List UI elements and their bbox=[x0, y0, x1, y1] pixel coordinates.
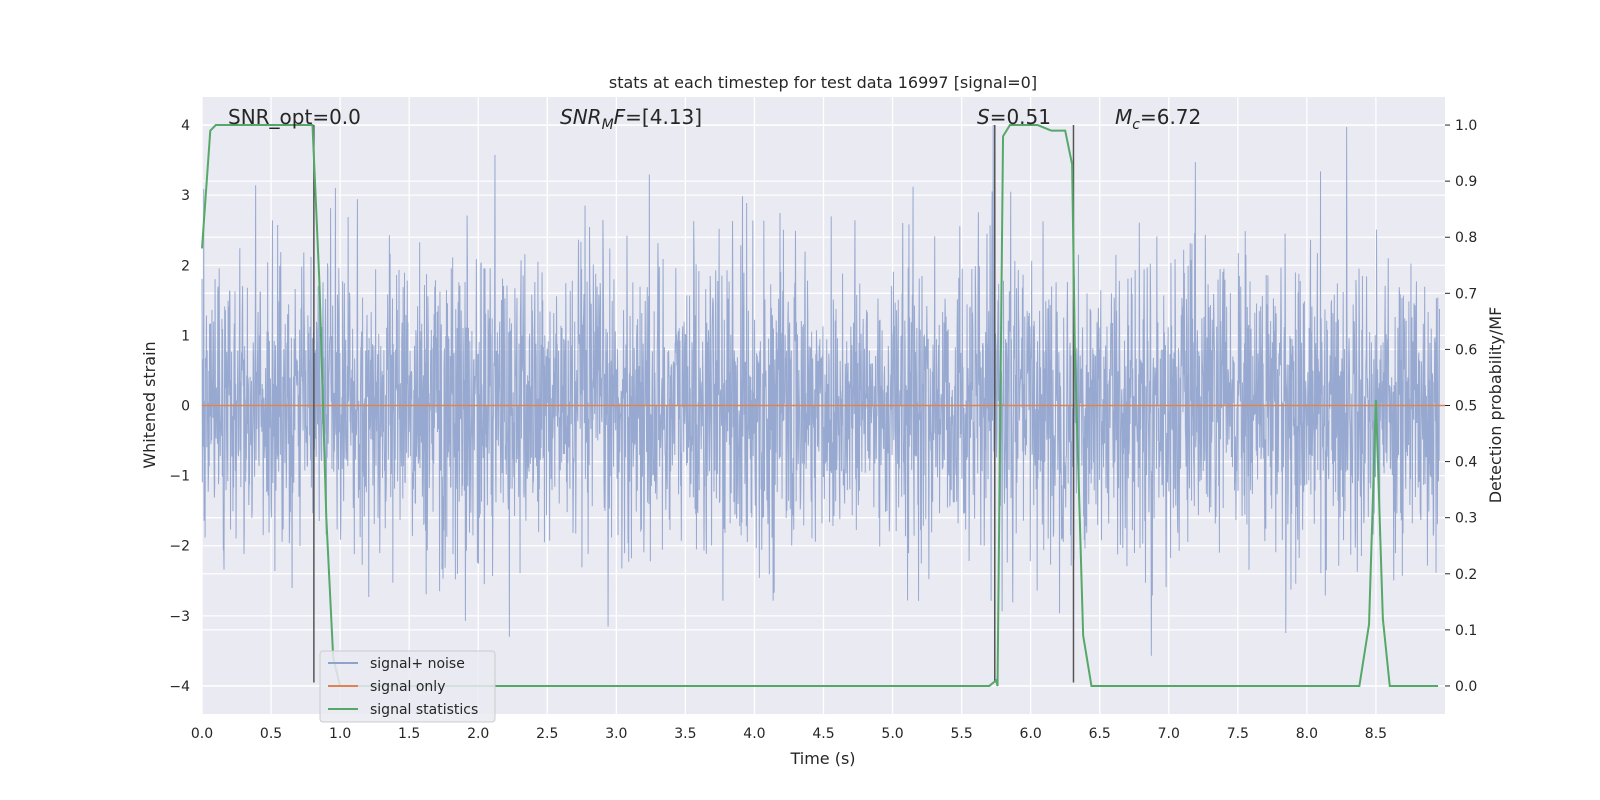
y-right-tick-label: 0.7 bbox=[1455, 286, 1477, 302]
legend-box bbox=[319, 650, 496, 723]
x-tick-label: 2.5 bbox=[536, 726, 558, 742]
legend-label-signal-only: signal only bbox=[370, 679, 445, 695]
legend-label-statistics: signal statistics bbox=[370, 702, 478, 718]
y-left-tick-label: −1 bbox=[169, 469, 190, 485]
x-tick-labels: 0.0 0.5 1.0 1.5 2.0 2.5 3.0 3.5 4.0 4.5 5.0 5.5 6.0 6… bbox=[191, 726, 1387, 742]
legend-label-noise: signal+ noise bbox=[370, 656, 465, 672]
x-tick-label: 1.0 bbox=[329, 726, 351, 742]
y-left-tick-label: 4 bbox=[181, 118, 190, 134]
y-left-tick-label: 3 bbox=[181, 188, 190, 204]
y-right-tick-label: 0.9 bbox=[1455, 174, 1477, 190]
y-right-tick-label: 0.2 bbox=[1455, 567, 1477, 583]
x-tick-label: 8.0 bbox=[1296, 726, 1318, 742]
x-tick-label: 5.0 bbox=[881, 726, 903, 742]
series-signal-statistics bbox=[201, 124, 1439, 687]
legend: signal+ noise signal only signal statist… bbox=[319, 650, 496, 723]
y-right-tick-label: 0.3 bbox=[1455, 511, 1477, 527]
annotation-s: S=0.51 bbox=[977, 105, 1051, 129]
y-left-tick-labels: −4 −3 −2 −1 0 1 2 3 4 bbox=[169, 118, 190, 695]
noise-trace bbox=[201, 125, 1440, 656]
x-tick-label: 0.5 bbox=[260, 726, 282, 742]
y-left-tick-label: −2 bbox=[169, 539, 190, 555]
x-tick-label: 4.5 bbox=[812, 726, 834, 742]
y-right-tick-label: 0.4 bbox=[1455, 455, 1477, 471]
x-tick-label: 6.0 bbox=[1020, 726, 1042, 742]
x-tick-label: 1.5 bbox=[398, 726, 420, 742]
chart-title: stats at each timestep for test data 169… bbox=[609, 73, 1037, 92]
y-left-tick-label: 1 bbox=[181, 328, 190, 344]
annotation-snr-mf: SNRMF=[4.13] bbox=[560, 105, 702, 133]
y-right-tick-label: 0.5 bbox=[1455, 399, 1477, 415]
y-right-axis-label: Detection probability/MF bbox=[1486, 307, 1505, 504]
y-right-tick-label: 1.0 bbox=[1455, 118, 1477, 134]
x-tick-label: 2.0 bbox=[467, 726, 489, 742]
y-left-tick-label: −3 bbox=[169, 609, 190, 625]
x-axis-label: Time (s) bbox=[789, 749, 855, 768]
annotation-snr-opt: SNR_opt=0.0 bbox=[228, 105, 361, 129]
y-left-tick-label: −4 bbox=[169, 679, 190, 695]
annotation-mc: Mc=6.72 bbox=[1115, 105, 1201, 133]
y-left-tick-label: 0 bbox=[181, 399, 190, 415]
x-tick-label: 8.5 bbox=[1365, 726, 1387, 742]
x-tick-label: 6.5 bbox=[1089, 726, 1111, 742]
y-left-axis-label: Whitened strain bbox=[140, 341, 159, 468]
y-right-tick-label: 0.0 bbox=[1455, 679, 1477, 695]
y-left-tick-label: 2 bbox=[181, 258, 190, 274]
x-tick-label: 7.0 bbox=[1158, 726, 1180, 742]
statistics-line bbox=[201, 124, 1439, 687]
series-signal-noise bbox=[201, 125, 1440, 656]
x-tick-label: 3.0 bbox=[605, 726, 627, 742]
y-right-tick-label: 0.1 bbox=[1455, 623, 1477, 639]
x-tick-label: 0.0 bbox=[191, 726, 213, 742]
y-right-tick-label: 0.6 bbox=[1455, 342, 1477, 358]
x-tick-label: 4.0 bbox=[743, 726, 765, 742]
x-tick-label: 7.5 bbox=[1227, 726, 1249, 742]
y-right-tick-label: 0.8 bbox=[1455, 230, 1477, 246]
y-right-tick-labels: 0.0 0.1 0.2 0.3 0.4 0.5 0.6 0.7 0.8 0.9 1.0 bbox=[1445, 118, 1477, 695]
x-tick-label: 5.5 bbox=[950, 726, 972, 742]
x-tick-label: 3.5 bbox=[674, 726, 696, 742]
